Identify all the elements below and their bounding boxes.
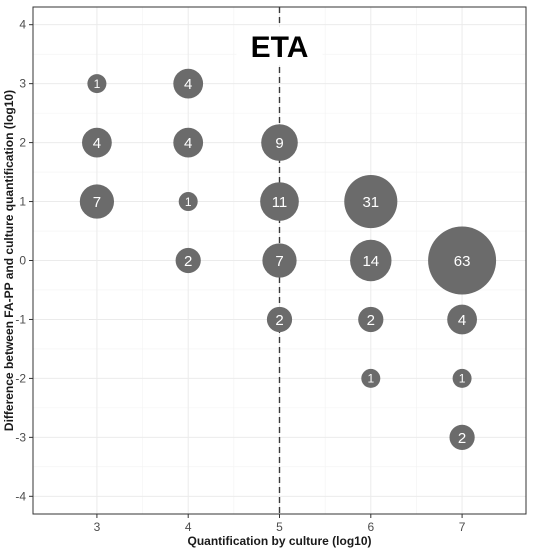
x-tick-label: 4 [185,520,192,534]
y-tick-label: -4 [15,489,26,503]
x-axis-title: Quantification by culture (log10) [187,534,371,548]
bubble-point [260,182,299,221]
bubble-point [173,127,204,158]
bubble-point [173,68,204,99]
bubble-count-label: 1 [367,372,374,386]
bubble-point [87,74,107,94]
y-tick-label: 1 [19,195,26,209]
x-tick-label: 3 [94,520,101,534]
y-tick-label: 2 [19,136,26,150]
bubble-count-label: 4 [184,135,192,152]
y-tick-label: -2 [15,371,26,385]
bubble-count-label: 4 [184,76,192,93]
x-tick-label: 5 [276,520,283,534]
bubble-point [361,368,381,388]
y-tick-label: 0 [19,254,26,268]
bubble-point [358,306,384,333]
bubble-count-label: 2 [458,430,466,447]
bubble-count-label: 14 [362,253,379,270]
bubble-count-label: 1 [185,195,192,209]
bubble-count-label: 31 [362,194,379,211]
bubble-point [262,243,297,278]
bubble-count-label: 7 [93,194,101,211]
axis-ticks: 3 4 5 6 7 -4 -3 -2 -1 0 1 2 3 4 [15,18,465,534]
bubble-count-label: 2 [184,253,192,270]
bubble-point [175,247,201,274]
bubble-count-label: 4 [458,312,466,329]
bubble-point [79,184,115,219]
annotation-group: ETA [236,27,323,65]
bubble-count-label: 7 [275,253,283,270]
x-tick-label: 6 [367,520,374,534]
y-tick-label: -3 [15,430,26,444]
y-axis-title: Difference between FA-PP and culture qua… [2,90,16,431]
y-tick-label: -1 [15,312,26,326]
bubble-count-label: 1 [94,77,101,91]
bubble-point [82,127,112,158]
annotation-background [236,27,323,65]
annotation-label: ETA [251,31,309,64]
bubble-point [428,226,497,295]
bubble-count-label: 2 [275,312,283,329]
bubble-point [350,239,392,282]
bubble-count-label: 1 [459,372,466,386]
bubble-point [261,124,298,161]
bubble-count-label: 2 [367,312,375,329]
bubble-count-label: 9 [275,135,283,152]
bubble-point [178,192,198,212]
bubble-point [266,306,293,333]
bubble-count-label: 4 [93,135,101,152]
bubble-point [344,175,398,229]
y-tick-label: 3 [19,77,26,91]
y-tick-label: 4 [19,18,26,32]
bubble-point [449,424,475,450]
bubble-point [452,368,472,388]
bubble-point [447,304,477,335]
x-tick-label: 7 [459,520,466,534]
bubble-count-label: 63 [454,253,471,270]
bubble-count-label: 11 [272,194,288,211]
